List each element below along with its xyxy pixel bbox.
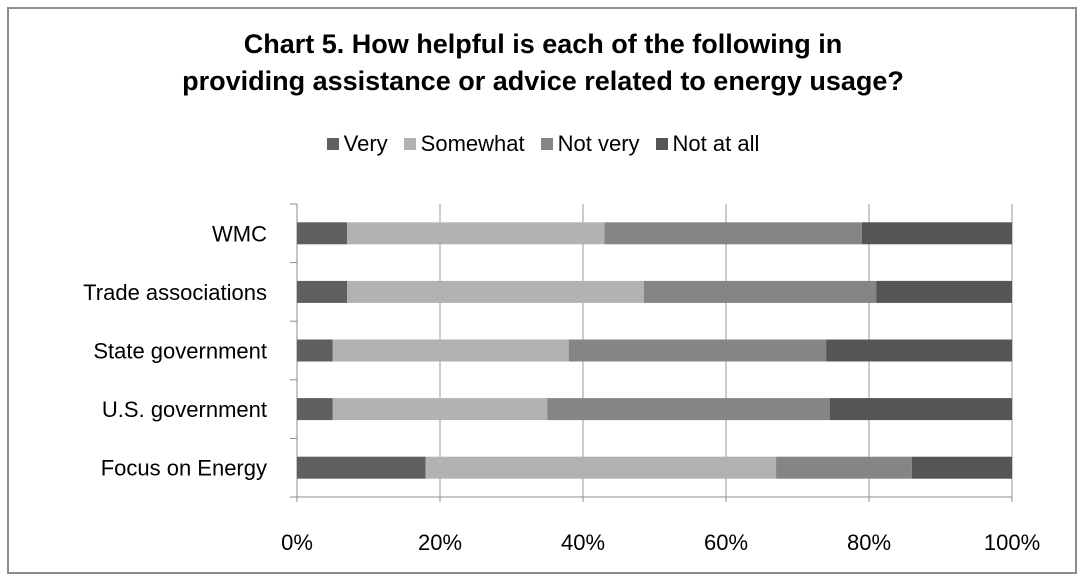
bar-segment [347, 222, 605, 245]
category-label: WMC [212, 221, 267, 246]
category-label: Trade associations [83, 280, 267, 305]
bar-segment [297, 456, 426, 479]
bar-segment [568, 339, 827, 362]
legend-label: Somewhat [420, 131, 525, 156]
chart-title: Chart 5. How helpful is each of the foll… [0, 26, 1086, 100]
legend-swatch [403, 138, 416, 150]
x-tick-label: 40% [561, 530, 605, 555]
category-label: U.S. government [102, 397, 267, 422]
x-tick-label: 80% [847, 530, 891, 555]
bar-segment [826, 339, 1012, 362]
bar-segment [297, 280, 348, 303]
x-tick-label: 20% [418, 530, 462, 555]
bar-segment [297, 222, 348, 245]
legend-label: Not very [557, 131, 640, 156]
category-label: State government [93, 339, 267, 364]
legend-item: Somewhat [403, 131, 525, 157]
bar-segment [332, 339, 569, 362]
chart-legend: Very Somewhat Not very Not at all [0, 130, 1086, 158]
x-tick-label: 60% [704, 530, 748, 555]
legend-swatch [326, 138, 339, 150]
legend-item: Not at all [655, 131, 760, 157]
category-label: Focus on Energy [101, 456, 267, 481]
bar-segment [297, 339, 333, 362]
bar-segment [776, 456, 912, 479]
x-tick-label: 100% [984, 530, 1040, 555]
legend-item: Not very [540, 131, 640, 157]
chart-title-line1: Chart 5. How helpful is each of the foll… [243, 29, 843, 59]
legend-swatch [540, 138, 553, 150]
bar-segment [643, 280, 877, 303]
bar-segment [425, 456, 777, 479]
legend-label: Not at all [672, 131, 760, 156]
legend-label: Very [343, 131, 388, 156]
bar-segment [547, 398, 830, 421]
legend-item: Very [326, 131, 388, 157]
bar-segment [876, 280, 1012, 303]
bar-segment [911, 456, 1012, 479]
bar-segment [332, 398, 548, 421]
bar-segment [829, 398, 1012, 421]
chart-title-line2: providing assistance or advice related t… [182, 66, 904, 96]
x-tick-label: 0% [281, 530, 313, 555]
bar-segment [861, 222, 1012, 245]
legend-swatch [655, 138, 668, 150]
bar-segment [604, 222, 862, 245]
bar-segment [347, 280, 644, 303]
bar-segment [297, 398, 333, 421]
